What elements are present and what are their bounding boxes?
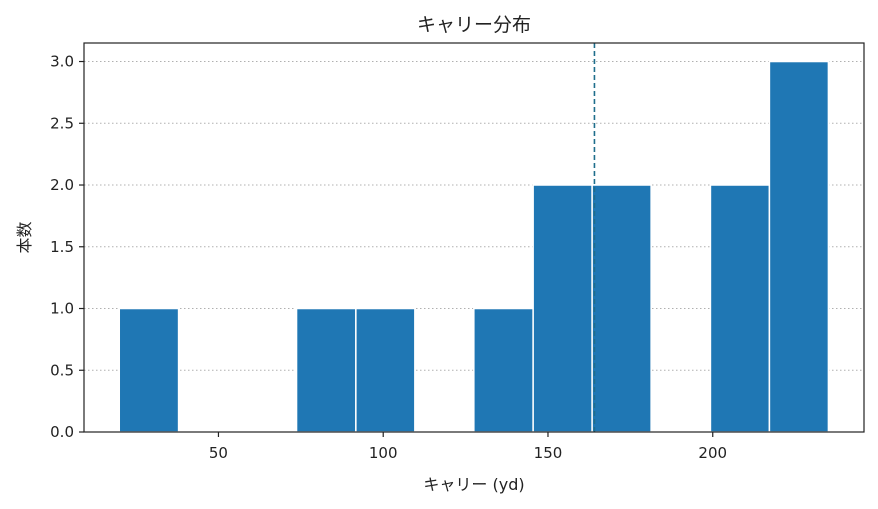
y-tick-label: 1.0 [50, 300, 74, 318]
histogram-bar [295, 307, 357, 433]
x-tick-label: 200 [698, 444, 727, 462]
y-tick-label: 0.5 [50, 361, 74, 379]
histogram-bar [591, 184, 652, 433]
y-tick-label: 3.0 [50, 53, 74, 71]
x-tick-label: 100 [369, 444, 398, 462]
x-tick-label: 150 [534, 444, 563, 462]
histogram-bars [118, 60, 830, 433]
histogram-bar [768, 60, 830, 433]
histogram-bar [532, 184, 593, 433]
histogram-bar [709, 184, 771, 433]
y-tick-label: 0.0 [50, 423, 74, 441]
chart-title: キャリー分布 [417, 14, 531, 36]
y-tick-label: 2.5 [50, 114, 74, 132]
y-tick-label: 1.5 [50, 238, 74, 256]
x-tick-label: 50 [209, 444, 228, 462]
histogram-bar [355, 307, 416, 433]
x-axis-label: キャリー (yd) [423, 475, 524, 494]
histogram-bar [118, 307, 180, 433]
y-tick-label: 2.0 [50, 176, 74, 194]
plot-frame [83, 42, 865, 433]
y-axis-ticks: 0.0 0.5 1.0 1.5 2.0 2.5 3.0 [50, 53, 84, 441]
histogram-bar [473, 307, 534, 433]
x-axis-ticks: 50 100 150 200 [209, 432, 727, 462]
y-axis-label: 本数 [15, 221, 34, 253]
